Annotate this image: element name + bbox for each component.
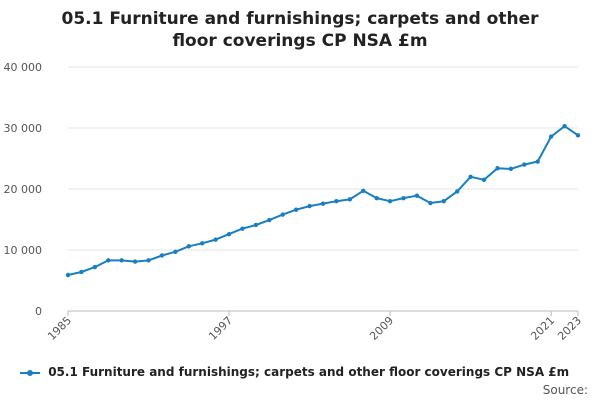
data-point[interactable] [213,237,218,242]
data-point[interactable] [146,258,151,263]
data-point[interactable] [562,123,567,129]
data-point[interactable] [267,217,272,223]
data-point[interactable] [240,226,245,231]
data-point[interactable] [387,199,393,204]
data-point[interactable] [334,199,339,204]
chart-title: 05.1 Furniture and furnishings; carpets … [61,9,539,51]
data-point[interactable] [575,133,581,138]
data-point[interactable] [374,195,379,201]
data-point[interactable] [414,193,420,198]
data-point[interactable] [428,200,433,206]
data-point[interactable] [307,203,312,209]
data-point[interactable] [508,166,514,172]
y-tick-label: 10 000 [4,244,43,257]
data-point[interactable] [347,197,353,202]
x-tick-label: 2021 [528,314,557,343]
data-point[interactable] [65,272,71,278]
data-point[interactable] [200,241,205,246]
data-point[interactable] [361,188,366,194]
y-axis-ticks: 0 10 000 20 000 30 000 40 000 [4,61,43,318]
data-point[interactable] [92,264,98,270]
y-tick-label: 20 000 [4,183,43,196]
data-point[interactable] [293,207,299,212]
source-label: Source: [542,383,588,397]
data-point[interactable] [320,201,326,206]
legend-line-icon [20,369,40,376]
data-point[interactable] [495,166,500,171]
legend-dot-icon [27,369,33,376]
series-line [67,125,579,276]
grid-lines [68,66,578,312]
legend[interactable]: 05.1 Furniture and furnishings; carpets … [20,365,590,379]
x-tick-label: 1985 [45,314,74,343]
x-tick-label: 2023 [555,314,584,343]
data-point[interactable] [280,212,285,217]
data-point[interactable] [186,244,191,249]
y-tick-label: 40 000 [4,61,43,74]
series-layer [65,123,581,278]
data-point[interactable] [455,189,460,194]
data-point[interactable] [535,159,540,164]
data-point[interactable] [401,195,406,201]
data-point[interactable] [522,162,527,167]
data-point[interactable] [441,199,446,204]
x-tick-label: 1997 [206,314,235,343]
data-point[interactable] [173,249,178,255]
data-point[interactable] [481,177,487,183]
data-point[interactable] [132,259,138,264]
data-point[interactable] [159,253,165,258]
data-point[interactable] [253,222,259,228]
data-point[interactable] [119,258,124,263]
y-tick-label: 30 000 [4,122,43,135]
data-point[interactable] [226,231,232,237]
y-tick-label: 0 [35,305,42,318]
data-point[interactable] [468,174,473,179]
data-point[interactable] [548,134,554,139]
legend-label: 05.1 Furniture and furnishings; carpets … [48,365,570,379]
data-point[interactable] [106,258,111,263]
x-tick-label: 2009 [367,314,396,343]
data-point[interactable] [79,269,84,275]
